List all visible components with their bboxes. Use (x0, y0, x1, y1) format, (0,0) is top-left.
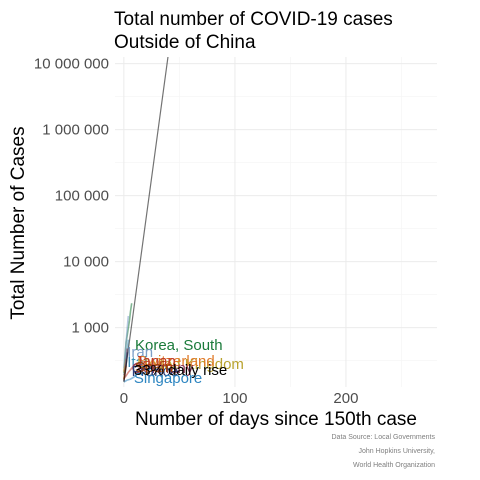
series-lines (123, 57, 169, 383)
y-tick-label: 10 000 000 (34, 56, 109, 73)
series-label: France (132, 363, 179, 380)
caption-line-3: World Health Organization (353, 462, 435, 469)
series-label: Germany (132, 360, 194, 377)
caption-line-1: Data Source: Local Governments (332, 434, 436, 441)
y-tick-label: 100 000 (55, 188, 109, 205)
x-tick-label: 200 (333, 390, 358, 407)
series-line (123, 371, 141, 383)
series-label: Japan (135, 353, 176, 370)
y-tick-label: 1 000 000 (42, 122, 109, 139)
chart-subtitle: Outside of China (114, 32, 256, 53)
y-axis-ticks: 1 000 10 000 100 000 1 000 000 10 000 000 (34, 56, 109, 337)
series-label: United Kingdom (137, 356, 244, 373)
series-line (123, 57, 169, 383)
x-axis-ticks: 0 100 200 (120, 390, 359, 407)
series-line (123, 315, 130, 368)
series-label: 33% daily rise (134, 362, 227, 379)
series-label: Italy (127, 354, 155, 371)
gridlines (115, 57, 437, 387)
chart-title: Total number of COVID-19 cases (114, 9, 393, 30)
series-label: Korea, South (135, 337, 223, 354)
series-line (123, 362, 138, 379)
caption: Data Source: Local Governments John Hopk… (332, 434, 436, 469)
series-label: Iran (127, 344, 153, 361)
series-label: Singapore (134, 370, 202, 387)
caption-line-2: John Hopkins University, (358, 448, 435, 455)
y-tick-label: 1 000 (71, 320, 109, 337)
x-axis-title: Number of days since 150th case (135, 409, 417, 430)
x-tick-label: 100 (222, 390, 247, 407)
series-label: Switzerland (137, 353, 215, 370)
series-label: Spain (135, 359, 173, 376)
y-tick-label: 10 000 (63, 254, 109, 271)
y-axis-title: Total Number of Cases (8, 126, 29, 319)
x-tick-label: 0 (120, 390, 128, 407)
